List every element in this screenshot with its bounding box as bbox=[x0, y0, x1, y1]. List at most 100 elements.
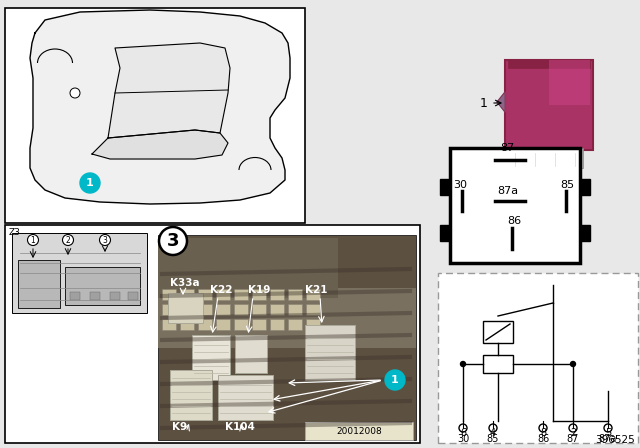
Text: 3: 3 bbox=[167, 232, 179, 250]
Text: 87a: 87a bbox=[599, 434, 617, 444]
Bar bbox=[70, 292, 80, 300]
Circle shape bbox=[489, 424, 497, 432]
Bar bbox=[440, 225, 450, 241]
Circle shape bbox=[99, 234, 111, 246]
Text: K22: K22 bbox=[210, 285, 232, 295]
Bar bbox=[162, 319, 176, 330]
Text: 2: 2 bbox=[570, 428, 576, 438]
Bar bbox=[533, 148, 543, 168]
Bar bbox=[483, 355, 513, 373]
Bar bbox=[270, 289, 284, 300]
Text: K9: K9 bbox=[172, 422, 187, 432]
Bar bbox=[549, 60, 590, 105]
Polygon shape bbox=[92, 130, 228, 159]
Text: 20012008: 20012008 bbox=[336, 426, 382, 435]
Text: Z3: Z3 bbox=[9, 228, 21, 237]
Text: 30: 30 bbox=[453, 180, 467, 190]
Circle shape bbox=[604, 424, 612, 432]
Text: K21: K21 bbox=[305, 285, 328, 295]
Circle shape bbox=[159, 227, 187, 255]
Text: 85: 85 bbox=[487, 434, 499, 444]
Bar bbox=[180, 304, 194, 315]
Circle shape bbox=[70, 88, 80, 98]
Bar bbox=[235, 335, 267, 373]
Text: 396525: 396525 bbox=[595, 435, 635, 445]
Text: 86: 86 bbox=[507, 216, 521, 226]
Bar bbox=[162, 289, 176, 300]
Bar bbox=[252, 304, 266, 315]
Bar bbox=[192, 335, 230, 380]
Bar bbox=[288, 319, 302, 330]
Text: 3: 3 bbox=[102, 236, 108, 245]
Bar bbox=[158, 288, 416, 348]
Circle shape bbox=[569, 424, 577, 432]
Text: 1: 1 bbox=[31, 236, 35, 245]
Text: 8: 8 bbox=[540, 428, 546, 438]
Bar bbox=[65, 267, 140, 305]
Bar bbox=[216, 319, 230, 330]
Bar bbox=[580, 179, 590, 195]
Circle shape bbox=[539, 424, 547, 432]
Bar bbox=[218, 375, 273, 420]
Circle shape bbox=[80, 173, 100, 193]
Bar bbox=[158, 235, 416, 440]
Text: 5: 5 bbox=[605, 428, 611, 438]
Bar bbox=[438, 273, 638, 443]
Text: 30: 30 bbox=[457, 434, 469, 444]
Bar bbox=[234, 289, 248, 300]
Bar bbox=[170, 370, 212, 420]
Bar bbox=[252, 319, 266, 330]
Bar bbox=[234, 304, 248, 315]
Text: 87: 87 bbox=[567, 434, 579, 444]
Text: 1: 1 bbox=[86, 178, 94, 188]
Bar bbox=[270, 319, 284, 330]
Text: 6: 6 bbox=[460, 428, 466, 438]
Circle shape bbox=[28, 234, 38, 246]
Circle shape bbox=[459, 424, 467, 432]
Text: 87a: 87a bbox=[497, 186, 518, 196]
Bar bbox=[158, 238, 338, 298]
Bar bbox=[252, 289, 266, 300]
Bar bbox=[288, 304, 302, 315]
Bar bbox=[306, 304, 320, 315]
Bar bbox=[553, 148, 563, 168]
Bar bbox=[180, 289, 194, 300]
Bar bbox=[198, 289, 212, 300]
Bar bbox=[5, 225, 420, 443]
Bar bbox=[440, 179, 450, 195]
Bar bbox=[12, 233, 147, 313]
Bar bbox=[306, 289, 320, 300]
Text: 85: 85 bbox=[560, 180, 574, 190]
Bar bbox=[198, 319, 212, 330]
Circle shape bbox=[385, 370, 405, 390]
Bar bbox=[573, 148, 583, 168]
Text: 1: 1 bbox=[480, 96, 488, 109]
Circle shape bbox=[570, 362, 575, 366]
Bar bbox=[483, 321, 513, 343]
Bar bbox=[288, 289, 302, 300]
Text: K19: K19 bbox=[248, 285, 270, 295]
Polygon shape bbox=[30, 10, 290, 204]
Bar bbox=[180, 319, 194, 330]
Text: 87: 87 bbox=[500, 143, 515, 153]
Text: K33a: K33a bbox=[170, 278, 200, 288]
Bar bbox=[306, 319, 320, 330]
Circle shape bbox=[461, 362, 465, 366]
Bar bbox=[450, 148, 580, 263]
Bar bbox=[270, 304, 284, 315]
Bar bbox=[508, 60, 590, 68]
Bar bbox=[513, 148, 523, 168]
Bar bbox=[168, 293, 203, 323]
Polygon shape bbox=[497, 92, 505, 112]
Bar bbox=[305, 325, 355, 380]
Text: 2: 2 bbox=[66, 236, 70, 245]
Circle shape bbox=[63, 234, 74, 246]
Bar bbox=[198, 304, 212, 315]
Bar bbox=[110, 292, 120, 300]
Text: K104: K104 bbox=[225, 422, 255, 432]
Bar bbox=[5, 8, 305, 223]
Text: 4: 4 bbox=[490, 428, 496, 438]
Bar bbox=[216, 289, 230, 300]
Bar bbox=[18, 260, 60, 308]
Bar bbox=[580, 225, 590, 241]
